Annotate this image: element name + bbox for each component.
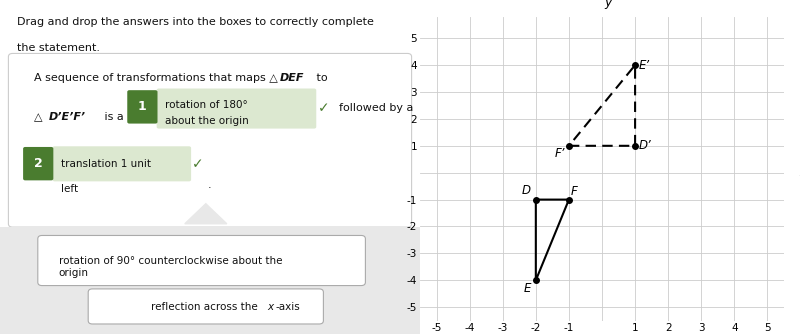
FancyBboxPatch shape xyxy=(23,147,54,180)
FancyBboxPatch shape xyxy=(38,235,366,286)
Text: x: x xyxy=(267,302,274,312)
Text: D’: D’ xyxy=(639,139,652,152)
Text: left: left xyxy=(61,184,78,194)
Text: origin: origin xyxy=(59,268,89,278)
FancyBboxPatch shape xyxy=(88,289,323,324)
Text: E’: E’ xyxy=(639,58,650,71)
Text: y: y xyxy=(604,0,612,9)
Text: to: to xyxy=(313,73,327,84)
Text: E: E xyxy=(523,283,531,296)
Text: followed by a: followed by a xyxy=(339,103,414,113)
FancyBboxPatch shape xyxy=(127,90,158,124)
Text: x: x xyxy=(799,166,800,179)
Polygon shape xyxy=(185,204,227,224)
FancyBboxPatch shape xyxy=(157,89,316,129)
Text: rotation of 90° counterclockwise about the: rotation of 90° counterclockwise about t… xyxy=(59,256,282,266)
Text: rotation of 180°: rotation of 180° xyxy=(165,100,248,110)
Text: ✓: ✓ xyxy=(318,101,330,115)
Text: D: D xyxy=(522,184,531,197)
Text: 1: 1 xyxy=(138,101,146,113)
FancyBboxPatch shape xyxy=(53,146,191,181)
Text: A sequence of transformations that maps △: A sequence of transformations that maps … xyxy=(34,73,281,84)
Text: F’: F’ xyxy=(555,147,566,160)
Text: -axis: -axis xyxy=(275,302,300,312)
Text: 2: 2 xyxy=(34,157,42,170)
Text: △: △ xyxy=(34,112,46,122)
FancyBboxPatch shape xyxy=(0,227,420,334)
Text: Drag and drop the answers into the boxes to correctly complete: Drag and drop the answers into the boxes… xyxy=(17,17,374,27)
Text: about the origin: about the origin xyxy=(165,116,249,126)
Text: is a: is a xyxy=(101,112,123,122)
Text: the statement.: the statement. xyxy=(17,43,100,53)
Text: .: . xyxy=(208,180,211,190)
Text: reflection across the: reflection across the xyxy=(151,302,261,312)
Text: D’E’F’: D’E’F’ xyxy=(48,112,86,122)
FancyBboxPatch shape xyxy=(8,53,411,227)
Text: ✓: ✓ xyxy=(192,157,203,171)
Text: translation 1 unit: translation 1 unit xyxy=(61,159,151,169)
Text: DEF: DEF xyxy=(279,73,304,84)
Text: F: F xyxy=(570,185,578,198)
